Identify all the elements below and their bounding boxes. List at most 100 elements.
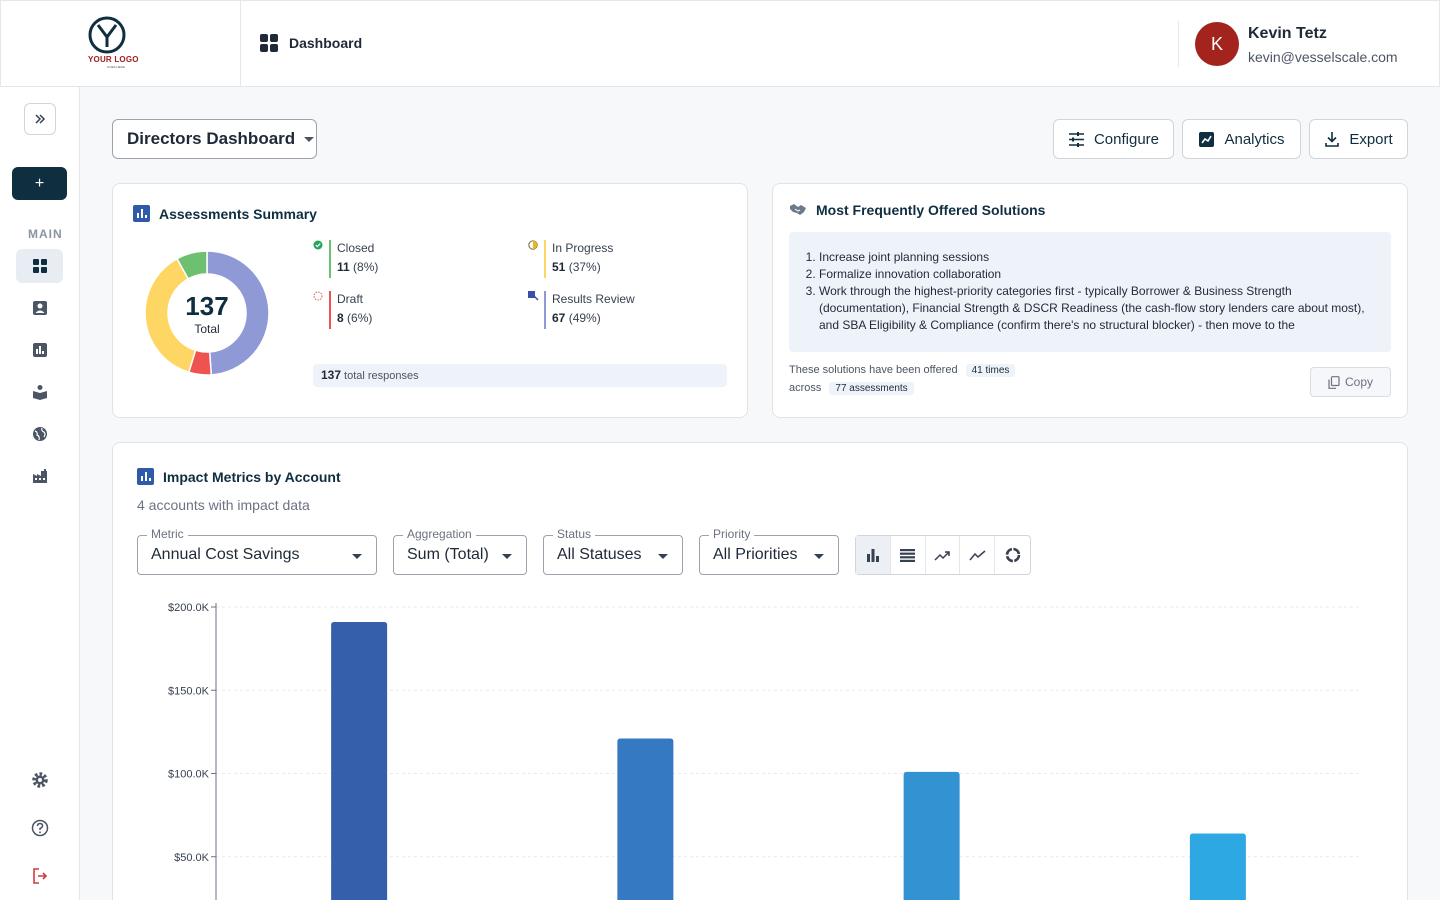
solutions-title-label: Most Frequently Offered Solutions: [816, 202, 1046, 218]
chart-bar[interactable]: [903, 771, 960, 900]
dashboard-select[interactable]: Directors Dashboard: [112, 119, 317, 159]
legend-name: Closed: [337, 241, 375, 255]
sidebar-item-settings[interactable]: [16, 763, 63, 797]
legend-value: 51 (37%): [552, 260, 601, 274]
donut-slice-results-review[interactable]: [206, 250, 270, 376]
caret-down-icon: [658, 554, 668, 559]
handshake-icon: [790, 204, 806, 215]
priority-select[interactable]: Priority All Priorities: [699, 527, 839, 575]
impact-bar-chart: $200.0K $150.0K $100.0K $50.0K: [168, 602, 1361, 900]
solution-item: Formalize innovation collaboration: [819, 266, 1375, 283]
expand-sidebar-button[interactable]: [24, 103, 56, 135]
export-label: Export: [1349, 130, 1393, 148]
legend-name: In Progress: [552, 241, 614, 255]
chart-bar[interactable]: [1189, 833, 1246, 900]
donut-total: 137: [185, 291, 229, 321]
legend-name: Results Review: [552, 292, 635, 306]
priority-select-value: All Priorities: [713, 546, 798, 563]
solution-item: Work through the highest-priority catego…: [819, 283, 1375, 334]
sidebar-item-learning[interactable]: [16, 375, 63, 409]
impact-metrics-card: [112, 442, 1408, 900]
solution-item: Increase joint planning sessions: [819, 249, 1375, 266]
new-button[interactable]: +: [12, 167, 67, 200]
impact-metrics-title-label: Impact Metrics by Account: [163, 468, 341, 485]
donut-center: 137 Total: [167, 291, 247, 336]
chart-view-toggle: [855, 535, 1031, 575]
status-select-label: Status: [553, 527, 596, 541]
metric-select-value: Annual Cost Savings: [151, 546, 300, 563]
sidebar-item-help[interactable]: [16, 811, 63, 845]
configure-button[interactable]: Configure: [1053, 119, 1174, 159]
user-name: Kevin Tetz: [1248, 25, 1327, 42]
bar-chart-icon: [866, 549, 879, 562]
check-circle-icon: [313, 240, 323, 250]
view-line-button[interactable]: [960, 536, 996, 574]
sidebar-item-factory[interactable]: [16, 459, 63, 493]
caret-down-icon: [502, 554, 512, 559]
contacts-icon: [32, 301, 47, 315]
legend-value: 8 (6%): [337, 311, 373, 325]
header-divider: [1178, 21, 1179, 67]
bar-chart-icon: [137, 468, 154, 485]
globe-icon: [32, 427, 47, 441]
caret-down-icon: [352, 554, 362, 559]
reports-icon: [32, 343, 47, 357]
sidebar-item-reports[interactable]: [16, 333, 63, 367]
offered-summary-line1: These solutions have been offered 41 time…: [789, 364, 1016, 377]
donut-slice-closed[interactable]: [176, 250, 208, 280]
assessments-chip: 77 assessments: [829, 382, 914, 395]
dashboard-icon: [260, 34, 278, 52]
copy-label: Copy: [1344, 375, 1373, 389]
chart-bar[interactable]: [617, 738, 674, 900]
page-title-label: Dashboard: [289, 35, 363, 51]
sidebar: + MAIN: [0, 87, 80, 900]
assessments-summary-title: Assessments Summary: [133, 205, 317, 222]
view-horizontal-bar-button[interactable]: [891, 536, 926, 574]
sidebar-item-logout[interactable]: [16, 859, 63, 893]
assessments-summary-title-label: Assessments Summary: [159, 205, 317, 222]
export-button[interactable]: Export: [1309, 119, 1408, 159]
times-chip: 41 times: [965, 364, 1016, 377]
total-responses-label: total responses: [344, 370, 419, 382]
review-icon: [528, 291, 539, 301]
view-bar-chart-button[interactable]: [856, 536, 891, 574]
list-bars-icon: [900, 548, 916, 562]
analytics-label: Analytics: [1224, 130, 1285, 148]
analytics-button[interactable]: Analytics: [1182, 119, 1301, 159]
copy-button[interactable]: Copy: [1310, 367, 1391, 397]
sidebar-item-globe[interactable]: [16, 417, 63, 451]
sidebar-item-contacts[interactable]: [16, 291, 63, 325]
legend-item-draft: Draft 8 (6%): [329, 291, 372, 329]
chart-bar[interactable]: [331, 621, 388, 900]
logo-icon: [88, 16, 126, 54]
sidebar-section-label: MAIN: [28, 227, 63, 241]
logo[interactable]: YOUR LOGO GOES HERE: [1, 1, 241, 87]
bar-chart-icon: [133, 205, 150, 222]
metric-select[interactable]: Metric Annual Cost Savings: [137, 527, 377, 575]
sidebar-item-dashboard[interactable]: [16, 249, 63, 283]
total-responses-count: 137: [321, 368, 342, 382]
double-chevron-right-icon: [35, 114, 46, 124]
view-trend-button[interactable]: [926, 536, 961, 574]
legend-color-bar: [544, 240, 546, 278]
aggregation-select[interactable]: Aggregation Sum (Total): [393, 527, 527, 575]
line-chart-icon: [969, 549, 986, 560]
configure-label: Configure: [1093, 130, 1160, 148]
donut-slice-in-progress[interactable]: [144, 257, 197, 374]
page-title: Dashboard: [260, 34, 362, 52]
user-email: kevin@vesselscale.com: [1248, 49, 1398, 65]
status-select[interactable]: Status All Statuses: [543, 527, 683, 575]
offered-summary-line2: across 77 assessments: [789, 382, 914, 395]
settings-icon: [31, 772, 48, 788]
view-donut-button[interactable]: [995, 536, 1030, 574]
download-icon: [1325, 132, 1340, 147]
aggregation-select-value: Sum (Total): [407, 546, 489, 563]
y-tick-label: $200.0K: [168, 602, 210, 614]
caret-down-icon: [304, 136, 315, 142]
impact-metrics-subtitle: 4 accounts with impact data: [137, 497, 310, 513]
avatar[interactable]: K: [1195, 22, 1239, 66]
logo-text: YOUR LOGO: [88, 55, 139, 64]
legend-name: Draft: [337, 292, 364, 306]
legend-value: 67 (49%): [552, 311, 601, 325]
help-icon: [31, 819, 48, 837]
